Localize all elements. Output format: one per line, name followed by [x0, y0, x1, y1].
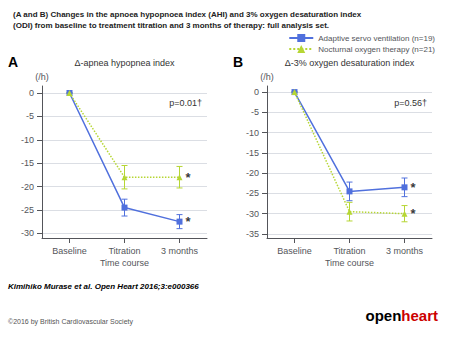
- svg-text:0: 0: [254, 87, 259, 97]
- svg-text:Time course: Time course: [325, 258, 374, 268]
- svg-text:-5: -5: [251, 107, 259, 117]
- svg-text:-10: -10: [21, 135, 34, 145]
- svg-text:Δ-3% oxygen desaturation index: Δ-3% oxygen desaturation index: [285, 58, 415, 68]
- svg-text:*: *: [186, 170, 192, 185]
- svg-text:*: *: [411, 206, 417, 221]
- svg-text:Baseline: Baseline: [277, 246, 312, 256]
- svg-text:Adaptive servo ventilation (n=: Adaptive servo ventilation (n=19): [318, 34, 435, 43]
- svg-text:(A and B) Changes in the apnoe: (A and B) Changes in the apnoea hypopnoe…: [13, 10, 362, 19]
- svg-text:-25: -25: [246, 188, 259, 198]
- svg-text:*: *: [411, 180, 417, 195]
- svg-text:(ODI) from baseline to treatme: (ODI) from baseline to treatment titrati…: [13, 21, 329, 30]
- svg-text:Kimihiko Murase et al. Open He: Kimihiko Murase et al. Open Heart 2016;3…: [8, 282, 199, 291]
- svg-text:heart: heart: [401, 307, 438, 324]
- svg-text:3 months: 3 months: [161, 246, 199, 256]
- svg-text:Titration: Titration: [333, 246, 365, 256]
- svg-text:(/h): (/h): [260, 72, 274, 82]
- svg-text:-15: -15: [21, 158, 34, 168]
- svg-text:A: A: [8, 54, 18, 70]
- svg-text:-20: -20: [21, 182, 34, 192]
- svg-text:p=0.01†: p=0.01†: [169, 98, 202, 108]
- svg-text:-20: -20: [246, 168, 259, 178]
- svg-text:Δ-apnea hypopnea index: Δ-apnea hypopnea index: [74, 58, 175, 68]
- svg-text:Baseline: Baseline: [52, 246, 87, 256]
- svg-text:-25: -25: [21, 205, 34, 215]
- svg-text:p=0.56†: p=0.56†: [394, 98, 427, 108]
- svg-text:*: *: [186, 214, 192, 229]
- svg-text:-5: -5: [26, 111, 34, 121]
- svg-text:open: open: [365, 307, 401, 324]
- svg-text:B: B: [233, 54, 243, 70]
- svg-text:-30: -30: [246, 209, 259, 219]
- svg-text:©2016 by British Cardiovascula: ©2016 by British Cardiovascular Society: [8, 318, 133, 326]
- svg-text:Nocturnal oxygen therapy (n=21: Nocturnal oxygen therapy (n=21): [318, 45, 435, 54]
- svg-text:(/h): (/h): [35, 72, 49, 82]
- svg-text:-15: -15: [246, 148, 259, 158]
- svg-text:-30: -30: [21, 228, 34, 238]
- svg-text:Titration: Titration: [108, 246, 140, 256]
- svg-text:-35: -35: [246, 229, 259, 239]
- svg-text:-10: -10: [246, 128, 259, 138]
- svg-text:Time course: Time course: [100, 258, 149, 268]
- svg-text:3 months: 3 months: [386, 246, 424, 256]
- svg-text:0: 0: [29, 88, 34, 98]
